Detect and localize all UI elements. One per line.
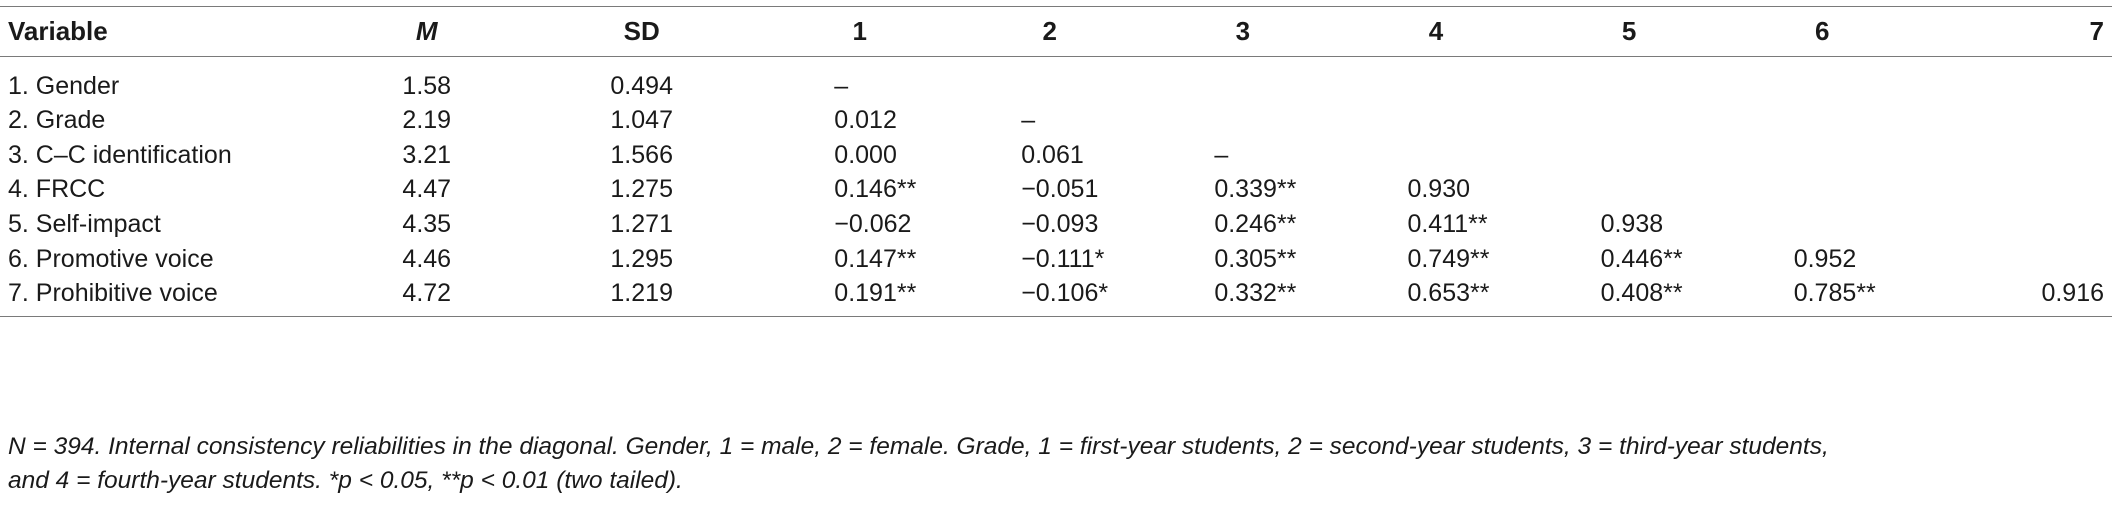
cell-variable: 6. Promotive voice bbox=[8, 244, 214, 273]
cell-col-2: 0.061 bbox=[1021, 140, 1084, 169]
cell-col-7: 0.916 bbox=[1918, 276, 2112, 317]
cell-col-5: 0.446** bbox=[1600, 244, 1683, 273]
cell-sd: 1.271 bbox=[610, 210, 673, 239]
header-col-5: 5 bbox=[1532, 6, 1726, 57]
cell-col-5: 0.938 bbox=[1600, 210, 1664, 239]
table-row: 6. Promotive voice 4.46 1.295 0.147** −0.111… bbox=[0, 242, 2112, 277]
cell-col-5 bbox=[1533, 173, 1726, 208]
cell-col-6 bbox=[1726, 104, 1919, 139]
cell-col-1: – bbox=[834, 71, 849, 100]
cell-col-1: 0.000 bbox=[834, 140, 897, 169]
cell-sd: 1.566 bbox=[610, 140, 673, 169]
cell-col-1: 0.012 bbox=[834, 106, 897, 135]
cell-col-6 bbox=[1726, 57, 1919, 104]
cell-variable: 2. Grade bbox=[8, 106, 106, 135]
table-body: 1. Gender 1.58 0.494 – 2. Grade 2.19 1.047 0.01… bbox=[0, 57, 2112, 317]
header-col-3: 3 bbox=[1146, 6, 1340, 57]
cell-col-5 bbox=[1533, 138, 1726, 173]
cell-sd: 1.219 bbox=[517, 276, 767, 317]
cell-mean: 4.47 bbox=[402, 175, 452, 204]
header-col-7: 7 bbox=[1918, 6, 2112, 57]
cell-sd: 1.275 bbox=[610, 175, 673, 204]
cell-variable: 3. C–C identification bbox=[8, 140, 232, 169]
header-col-1: 1 bbox=[766, 6, 954, 57]
cell-sd: 1.047 bbox=[610, 106, 673, 135]
cell-variable: 5. Self-impact bbox=[8, 210, 161, 239]
cell-col-3: 0.246** bbox=[1214, 210, 1297, 239]
cell-col-4: 0.411** bbox=[1407, 210, 1488, 239]
cell-mean: 4.72 bbox=[336, 276, 518, 317]
cell-col-7 bbox=[1919, 207, 2112, 242]
header-variable: Variable bbox=[0, 6, 337, 57]
cell-col-7 bbox=[1919, 173, 2112, 208]
cell-col-7 bbox=[1919, 104, 2112, 139]
cell-col-4: 0.653** bbox=[1339, 276, 1533, 317]
cell-mean: 3.21 bbox=[402, 140, 452, 169]
header-col-6: 6 bbox=[1725, 6, 1919, 57]
cell-col-6 bbox=[1726, 138, 1919, 173]
cell-col-7 bbox=[1919, 57, 2112, 104]
cell-col-1: 0.146** bbox=[834, 175, 917, 204]
cell-variable: 4. FRCC bbox=[8, 175, 106, 204]
cell-col-5 bbox=[1533, 57, 1726, 104]
cell-col-2: −0.111* bbox=[1021, 244, 1105, 273]
cell-col-4 bbox=[1339, 57, 1532, 104]
cell-col-4: 0.930 bbox=[1407, 175, 1470, 204]
table-header: Variable M SD 1 2 3 4 5 6 7 bbox=[0, 6, 2112, 57]
cell-col-1: 0.147** bbox=[834, 244, 917, 273]
cell-col-3: 0.305** bbox=[1214, 244, 1297, 273]
cell-mean: 4.35 bbox=[402, 210, 452, 239]
cell-col-6: 0.952 bbox=[1793, 244, 1857, 273]
cell-sd: 0.494 bbox=[610, 71, 673, 100]
cell-variable: 1. Gender bbox=[8, 71, 120, 100]
cell-col-2: −0.106* bbox=[953, 276, 1147, 317]
cell-col-6 bbox=[1726, 207, 1919, 242]
cell-mean: 1.58 bbox=[402, 71, 452, 100]
correlation-table: Variable M SD 1 2 3 4 5 6 7 1. Gender 1.5… bbox=[0, 6, 2112, 317]
cell-variable: 7. Prohibitive voice bbox=[0, 276, 337, 317]
cell-col-3 bbox=[1146, 57, 1339, 104]
cell-col-2: – bbox=[1021, 106, 1036, 135]
table-row: 5. Self-impact 4.35 1.271 −0.062 −0.093 0.246… bbox=[0, 207, 2112, 242]
table-row: 3. C–C identification 3.21 1.566 0.000 0.061… bbox=[0, 138, 2112, 173]
cell-col-5: 0.408** bbox=[1532, 276, 1726, 317]
table-row: 7. Prohibitive voice 4.72 1.219 0.191** −0.1… bbox=[0, 276, 2112, 317]
cell-col-2: −0.093 bbox=[1021, 210, 1099, 239]
cell-col-1: 0.191** bbox=[766, 276, 954, 317]
cell-col-6: 0.785** bbox=[1725, 276, 1919, 317]
cell-col-7 bbox=[1919, 242, 2112, 277]
cell-col-4: 0.749** bbox=[1407, 244, 1490, 273]
cell-col-6 bbox=[1726, 173, 1919, 208]
note-line-2: and 4 = fourth-year students. *p < 0.05,… bbox=[8, 467, 683, 494]
cell-col-3: 0.332** bbox=[1146, 276, 1340, 317]
cell-col-3: 0.339** bbox=[1214, 175, 1297, 204]
cell-mean: 4.46 bbox=[402, 244, 452, 273]
cell-col-4 bbox=[1339, 104, 1532, 139]
note-line-1: N = 394. Internal consistency reliabilit… bbox=[8, 433, 1829, 460]
cell-col-5 bbox=[1533, 104, 1726, 139]
header-col-2: 2 bbox=[953, 6, 1147, 57]
table-row: 1. Gender 1.58 0.494 – bbox=[0, 57, 2112, 104]
cell-col-7 bbox=[1919, 138, 2112, 173]
table-note: N = 394. Internal consistency reliabilit… bbox=[8, 430, 2108, 498]
cell-col-2: −0.051 bbox=[1021, 175, 1099, 204]
cell-sd: 1.295 bbox=[610, 244, 673, 273]
header-sd: SD bbox=[517, 6, 767, 57]
table-row: 2. Grade 2.19 1.047 0.012 – bbox=[0, 104, 2112, 139]
header-row: Variable M SD 1 2 3 4 5 6 7 bbox=[0, 6, 2112, 57]
cell-mean: 2.19 bbox=[402, 106, 452, 135]
header-mean: M bbox=[336, 6, 518, 57]
cell-col-3: – bbox=[1214, 140, 1229, 169]
cell-col-2 bbox=[953, 57, 1146, 104]
table-row: 4. FRCC 4.47 1.275 0.146** −0.051 0.339** 0.93… bbox=[0, 173, 2112, 208]
cell-col-4 bbox=[1339, 138, 1532, 173]
cell-col-1: −0.062 bbox=[834, 210, 912, 239]
cell-col-3 bbox=[1146, 104, 1339, 139]
header-col-4: 4 bbox=[1339, 6, 1533, 57]
